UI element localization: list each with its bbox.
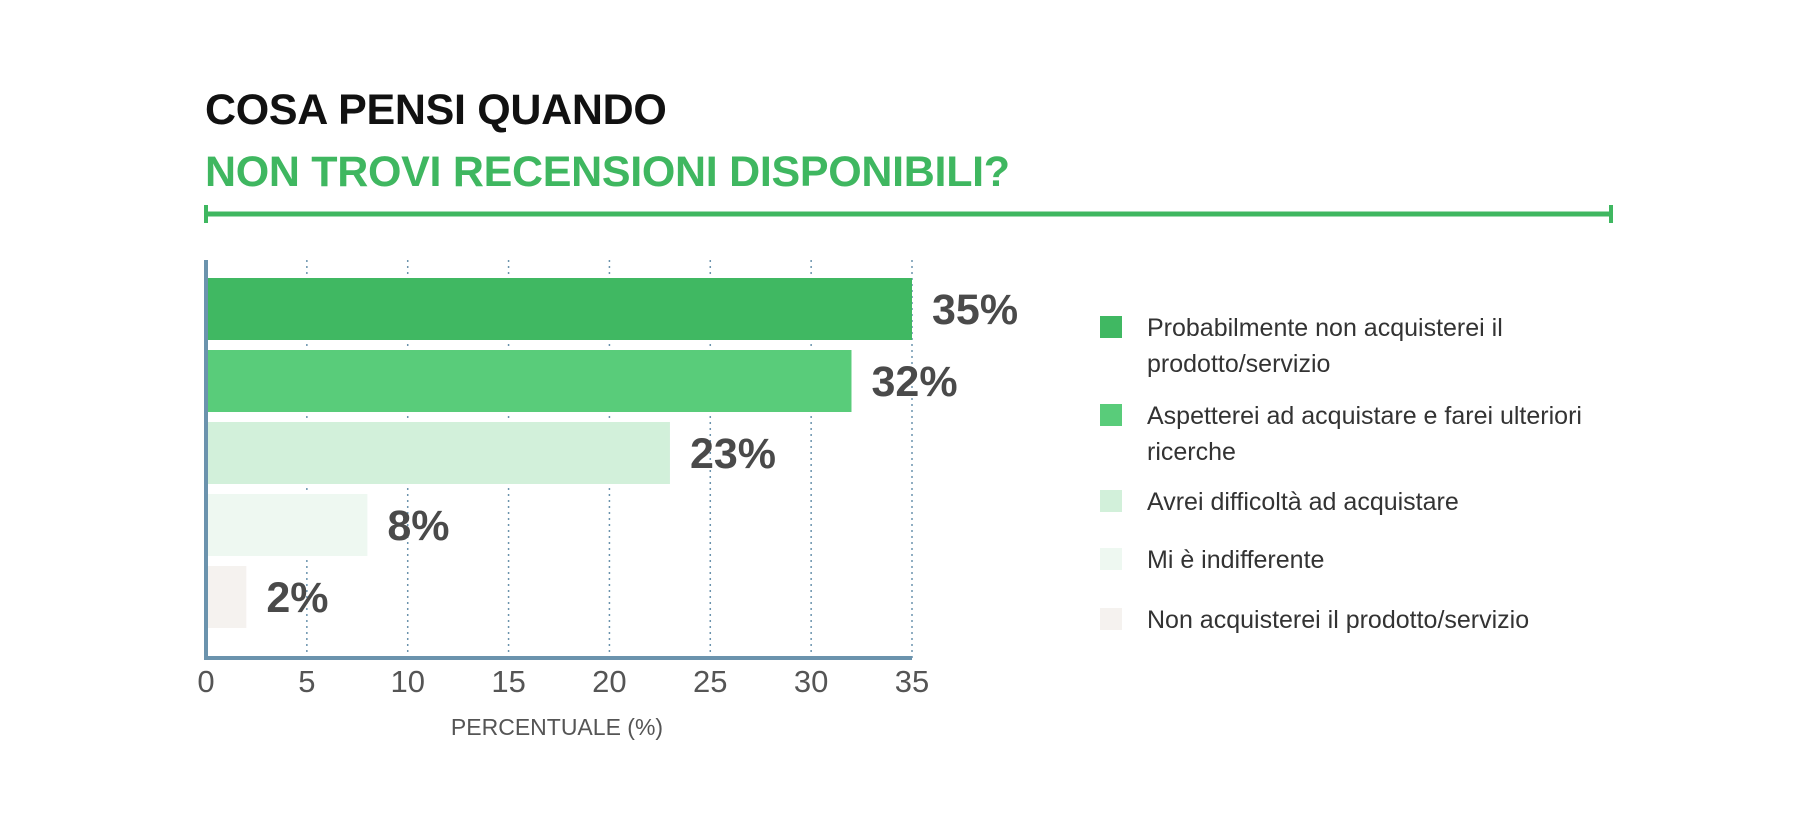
- legend-item: Aspetterei ad acquistare e farei ulterio…: [1100, 398, 1587, 470]
- legend-item: Avrei difficoltà ad acquistare: [1100, 484, 1587, 520]
- legend-label: Mi è indifferente: [1147, 546, 1325, 574]
- chart-title-line1: COSA PENSI QUANDO: [205, 86, 667, 134]
- x-tick-label: 0: [197, 664, 214, 699]
- legend-label: Avrei difficoltà ad acquistare: [1147, 488, 1459, 516]
- legend-item: Mi è indifferente: [1100, 542, 1587, 578]
- x-tick-label: 15: [491, 664, 525, 699]
- legend-swatch: [1100, 548, 1122, 570]
- bar: [206, 350, 852, 412]
- x-tick-label: 5: [298, 664, 315, 699]
- legend-swatch: [1100, 608, 1122, 630]
- bar: [206, 566, 247, 628]
- x-tick-label: 35: [895, 664, 929, 699]
- legend-item: Non acquisterei il prodotto/servizio: [1100, 602, 1587, 638]
- bar: [206, 422, 670, 484]
- bar-value-label: 35%: [932, 286, 1018, 334]
- bar: [206, 278, 912, 340]
- legend-item: Probabilmente non acquisterei il prodott…: [1100, 310, 1587, 382]
- legend-swatch: [1100, 316, 1122, 338]
- chart-title-line2: NON TROVI RECENSIONI DISPONIBILI?: [205, 148, 1010, 196]
- legend-swatch: [1100, 404, 1122, 426]
- legend-label: Non acquisterei il prodotto/servizio: [1147, 606, 1530, 634]
- bar-value-label: 23%: [690, 430, 776, 478]
- bar-value-label: 32%: [871, 358, 957, 406]
- bar-value-label: 8%: [387, 502, 449, 550]
- x-axis-label: PERCENTUALE (%): [451, 714, 663, 740]
- bar-value-label: 2%: [266, 574, 328, 622]
- legend-label: Aspetterei ad acquistare e farei ulterio…: [1147, 402, 1582, 466]
- x-tick-label: 20: [592, 664, 626, 699]
- legend-swatch: [1100, 490, 1122, 512]
- legend-label: Probabilmente non acquisterei il prodott…: [1147, 314, 1503, 378]
- x-tick-label: 25: [693, 664, 727, 699]
- bar: [206, 494, 368, 556]
- x-tick-label: 30: [794, 664, 828, 699]
- x-tick-label: 10: [390, 664, 424, 699]
